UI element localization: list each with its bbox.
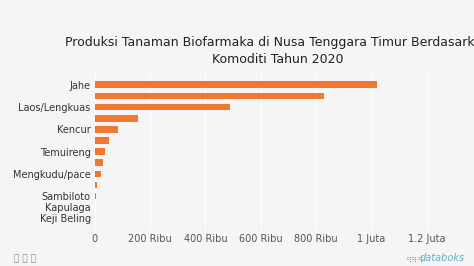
Bar xyxy=(95,115,137,122)
Text: ⢶⢶⢶: ⢶⢶⢶ xyxy=(406,254,424,263)
Bar xyxy=(95,182,97,188)
Bar xyxy=(95,104,230,110)
Text: databoks: databoks xyxy=(419,253,465,263)
Bar xyxy=(95,81,377,88)
Bar xyxy=(95,193,96,200)
Bar xyxy=(95,171,101,177)
Bar xyxy=(95,126,118,133)
Text: ⓒ Ⓕ ⓣ: ⓒ Ⓕ ⓣ xyxy=(14,254,36,263)
Title: Produksi Tanaman Biofarmaka di Nusa Tenggara Timur Berdasarkan
Komoditi Tahun 20: Produksi Tanaman Biofarmaka di Nusa Teng… xyxy=(65,36,474,66)
Bar xyxy=(95,93,324,99)
Bar xyxy=(95,148,105,155)
Bar xyxy=(95,137,109,144)
Bar xyxy=(95,159,102,166)
